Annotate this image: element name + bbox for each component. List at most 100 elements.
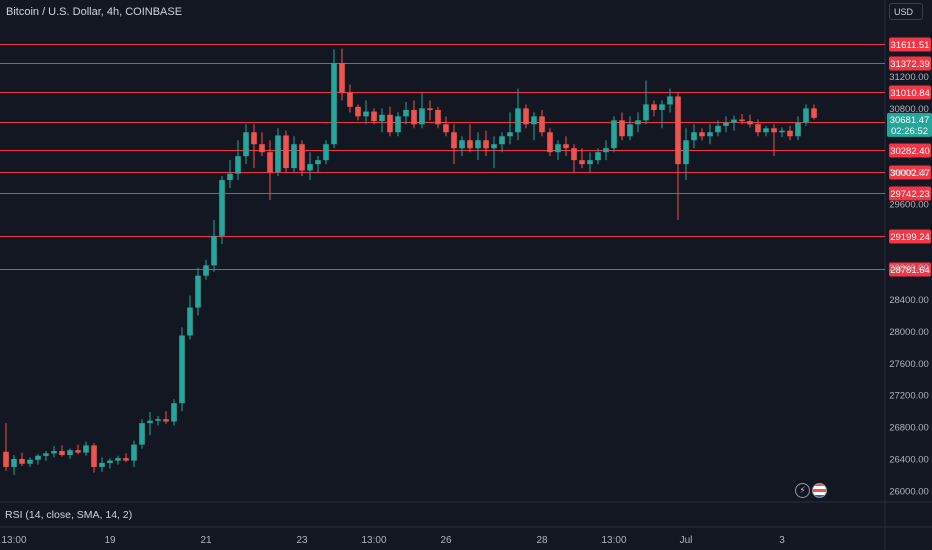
- x-tick-label: 28: [536, 535, 548, 546]
- candle-body: [811, 108, 817, 118]
- y-tick-label: 31200.00: [889, 72, 929, 83]
- candle-body: [51, 451, 57, 454]
- candle-body: [291, 144, 297, 169]
- level-price-tag: [889, 186, 931, 201]
- x-tick-label: 13:00: [361, 535, 386, 546]
- candle-body: [763, 128, 769, 133]
- candle-body: [395, 116, 401, 133]
- candle-body: [595, 152, 601, 161]
- candle-body: [635, 120, 641, 125]
- level-price-tag: [889, 85, 931, 100]
- candle-body: [355, 106, 361, 117]
- candle-body: [539, 116, 545, 133]
- candle-body: [331, 62, 337, 145]
- x-tick-label: 19: [104, 535, 116, 546]
- y-tick-label: 30800.00: [889, 104, 929, 115]
- candle-body: [739, 119, 745, 122]
- candle-body: [307, 164, 313, 171]
- candle-body: [59, 451, 65, 455]
- candle-body: [131, 444, 137, 461]
- candle-body: [171, 403, 177, 422]
- y-tick-label: 26400.00: [889, 454, 929, 465]
- current-price-label: 30681.47: [890, 115, 930, 126]
- candle-body: [187, 307, 193, 336]
- candle-body: [475, 140, 481, 149]
- level-price-tag: [889, 37, 931, 52]
- candle-body: [787, 130, 793, 137]
- y-tick-label: 28800.00: [889, 263, 929, 274]
- candle-body: [203, 265, 209, 276]
- candle-body: [619, 120, 625, 137]
- candle-body: [411, 109, 417, 125]
- candle-body: [611, 120, 617, 149]
- candle-body: [507, 132, 513, 137]
- candle-body: [283, 135, 289, 169]
- y-tick-label: 27600.00: [889, 359, 929, 370]
- level-price-tag: [889, 143, 931, 158]
- candle-body: [339, 62, 345, 93]
- candle-body: [219, 180, 225, 236]
- candle-body: [195, 275, 201, 308]
- countdown-label: 02:26:52: [891, 126, 928, 137]
- candle-body: [459, 140, 465, 149]
- us-flag-icon[interactable]: [812, 483, 827, 498]
- x-tick-label: 13:00: [601, 535, 626, 546]
- candle-body: [659, 104, 665, 110]
- level-price-label: 29742.23: [890, 189, 930, 200]
- x-tick-label: 21: [200, 535, 212, 546]
- candle-body: [267, 152, 273, 173]
- candle-body: [243, 132, 249, 157]
- candle-body: [107, 460, 113, 463]
- candle-body: [563, 144, 569, 149]
- candle-body: [299, 144, 305, 171]
- candle-body: [323, 144, 329, 161]
- level-price-label: 31611.51: [891, 40, 930, 51]
- candle-body: [603, 148, 609, 153]
- candle-body: [795, 122, 801, 137]
- candle-body: [155, 419, 161, 421]
- candle-body: [275, 135, 281, 173]
- candle-body: [691, 132, 697, 141]
- candle-body: [43, 453, 49, 456]
- candle-body: [419, 108, 425, 125]
- lightning-icon[interactable]: ⚡: [795, 483, 810, 498]
- candle-body: [435, 109, 441, 125]
- candle-body: [259, 144, 265, 153]
- x-tick-label: 23: [296, 535, 308, 546]
- candle-body: [227, 173, 233, 181]
- current-price-tag: [887, 112, 932, 137]
- candle-body: [123, 458, 129, 461]
- candle-body: [555, 144, 561, 153]
- level-price-tag: [889, 56, 931, 71]
- candle-body: [115, 458, 121, 461]
- y-tick-label: 26000.00: [889, 486, 929, 497]
- candle-body: [731, 119, 737, 123]
- candle-body: [35, 455, 41, 460]
- candle-body: [547, 132, 553, 153]
- level-price-label: 29199.24: [890, 232, 930, 243]
- candle-body: [803, 108, 809, 123]
- level-price-label: 28781.64: [890, 265, 930, 276]
- candle-body: [83, 445, 89, 453]
- candle-body: [371, 111, 377, 122]
- level-price-label: 30282.40: [890, 146, 930, 157]
- x-tick-label: Jul: [680, 535, 693, 546]
- rsi-indicator-label[interactable]: RSI (14, close, SMA, 14, 2): [5, 509, 133, 521]
- candle-body: [715, 125, 721, 133]
- x-tick-label: 26: [440, 535, 452, 546]
- candle-body: [523, 108, 529, 125]
- candle-body: [427, 108, 433, 110]
- candle-body: [571, 148, 577, 161]
- candle-body: [315, 160, 321, 165]
- x-tick-label: 3: [779, 535, 785, 546]
- currency-button[interactable]: USD: [889, 3, 923, 20]
- candle-body: [683, 140, 689, 165]
- candle-body: [179, 335, 185, 404]
- y-tick-label: 29600.00: [889, 199, 929, 210]
- candle-body: [755, 124, 761, 133]
- level-price-label: 31010.84: [890, 88, 930, 99]
- level-price-tag: [889, 262, 931, 277]
- candle-body: [531, 116, 537, 125]
- candle-body: [579, 160, 585, 165]
